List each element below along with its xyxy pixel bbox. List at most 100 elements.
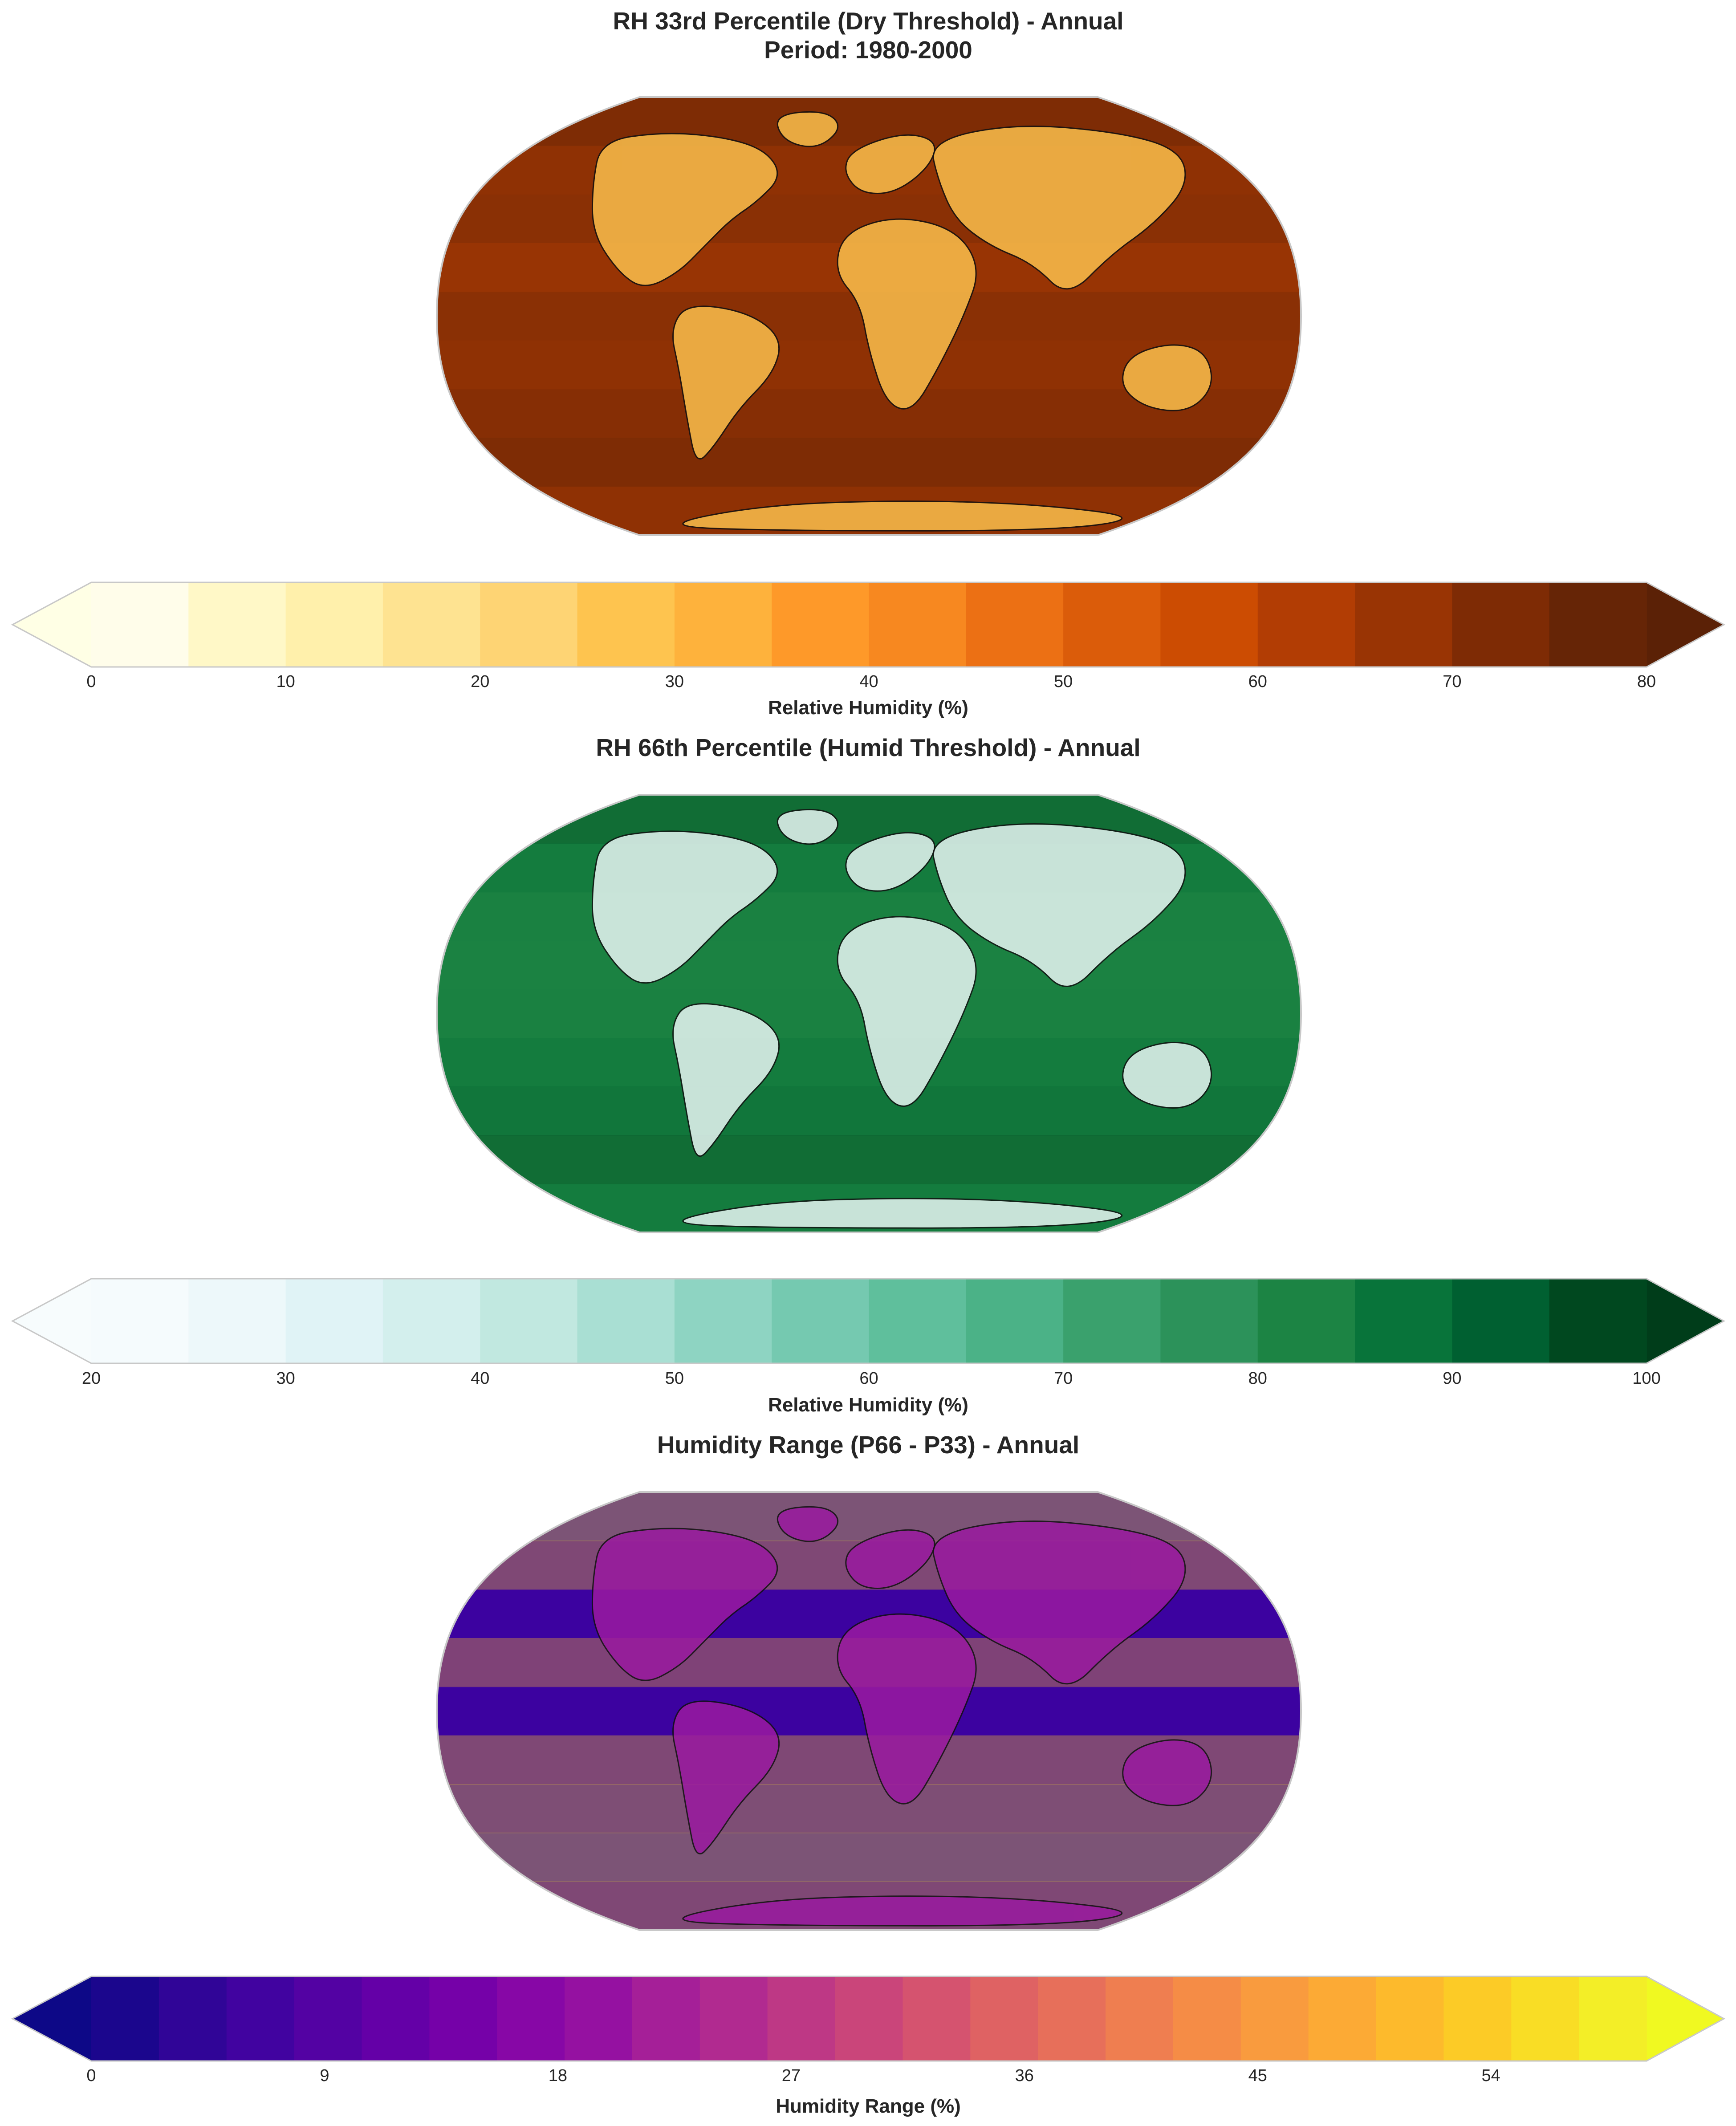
colorbar-segment: [869, 1279, 967, 1363]
panel-2: RH 66th Percentile (Humid Threshold) - A…: [11, 734, 1726, 1416]
colorbar-segment: [429, 1976, 498, 2061]
colorbar-tick-label: 45: [1248, 2066, 1267, 2085]
colorbar-segment: [577, 1279, 675, 1363]
colorbar-segment: [835, 1976, 903, 2061]
continent-africa: [837, 916, 977, 1107]
map-outline: [435, 96, 1302, 536]
colorbar-segment: [285, 582, 383, 667]
map-band: [437, 97, 1301, 146]
colorbar-tick-label: 80: [1637, 672, 1656, 691]
continent-asia: [932, 823, 1186, 987]
colorbar-segment: [1376, 1976, 1444, 2061]
colorbar-segment: [1257, 582, 1355, 667]
colorbar-segment: [674, 1279, 772, 1363]
colorbar-tick-label: 36: [1015, 2066, 1034, 2085]
continent-south-america: [672, 305, 780, 459]
colorbar-segment: [1257, 1279, 1355, 1363]
colorbar-tick-label: 100: [1632, 1369, 1660, 1388]
colorbar-segment: [1452, 582, 1550, 667]
colorbar-segment: [1106, 1976, 1174, 2061]
continent-asia: [932, 1520, 1186, 1685]
panel-2-colorbar: 20 30 40 50 60 70 80 90 100: [11, 1278, 1726, 1388]
colorbar-segment: [188, 1279, 286, 1363]
panel-2-map: [435, 794, 1302, 1233]
map-field-1: [437, 97, 1301, 535]
colorbar-tick-label: 20: [82, 1369, 101, 1388]
colorbar-segment: [632, 1976, 700, 2061]
colorbar-outline: [11, 1976, 1726, 2062]
map-band: [437, 438, 1301, 487]
colorbar-tick-label: 50: [665, 1369, 684, 1388]
colorbar-tick-label: 60: [1248, 672, 1267, 691]
map-field-3: [437, 1492, 1301, 1930]
colorbar-segment: [1240, 1976, 1309, 2061]
colorbar-tick-label: 30: [665, 672, 684, 691]
colorbar-segment: [226, 1976, 295, 2061]
map-band: [437, 1492, 1301, 1541]
panel-1: RH 33rd Percentile (Dry Threshold) - Ann…: [11, 7, 1726, 719]
colorbar-segment: [91, 582, 189, 667]
colorbar-segment: [1063, 1279, 1161, 1363]
panel-1-map: [435, 96, 1302, 536]
colorbar-tick-label: 80: [1248, 1369, 1267, 1388]
panel-3-map: [435, 1491, 1302, 1931]
colorbar-tick-label: 50: [1054, 672, 1073, 691]
colorbar-segment: [1160, 582, 1258, 667]
continent-antarctica: [682, 500, 1123, 532]
colorbar-segment: [966, 1279, 1064, 1363]
colorbar-segment: [1452, 1279, 1550, 1363]
colorbar-tick-label: 18: [549, 2066, 567, 2085]
map-band: [437, 1135, 1301, 1184]
colorbar-tick-label: 40: [859, 672, 878, 691]
colorbar-segment: [767, 1976, 836, 2061]
colorbar-segment: [497, 1976, 565, 2061]
colorbar-segment: [1160, 1279, 1258, 1363]
colorbar-segment: [294, 1976, 362, 2061]
continent-north-america: [591, 1528, 778, 1681]
continent-south-america: [672, 1003, 780, 1157]
colorbar-segment: [772, 1279, 870, 1363]
colorbar-segment: [1443, 1976, 1512, 2061]
colorbar-segment: [1063, 582, 1161, 667]
colorbar-extend-min: [12, 1976, 91, 2061]
colorbar-segment: [772, 582, 870, 667]
continent-antarctica: [682, 1198, 1123, 1229]
colorbar-segment: [1308, 1976, 1377, 2061]
panel-1-title: RH 33rd Percentile (Dry Threshold) - Ann…: [613, 7, 1123, 35]
colorbar-outline: [11, 581, 1726, 668]
colorbar-segment: [285, 1279, 383, 1363]
colorbar-segment: [674, 582, 772, 667]
colorbar-segment: [577, 582, 675, 667]
continent-australia: [1122, 1041, 1212, 1109]
colorbar-extend-min: [12, 582, 91, 667]
map-outline: [435, 1491, 1302, 1931]
colorbar-extend-max: [1647, 582, 1724, 667]
colorbar-segment: [970, 1976, 1038, 2061]
continent-north-america: [591, 830, 778, 984]
map-band: [437, 1833, 1301, 1882]
continent-asia: [932, 126, 1186, 290]
colorbar-tick-label: 40: [471, 1369, 489, 1388]
colorbar-segment: [903, 1976, 971, 2061]
panel-1-colorbar: 0 10 20 30 40 50 60 70 80: [11, 581, 1726, 691]
colorbar-tick-label: 54: [1482, 2066, 1500, 2085]
colorbar-extend-max: [1647, 1976, 1724, 2061]
map-field-2: [437, 795, 1301, 1232]
continent-europe: [845, 134, 935, 195]
colorbar-segment: [382, 582, 481, 667]
colorbar-tick-label: 9: [320, 2066, 329, 2085]
colorbar-segment: [91, 1279, 189, 1363]
colorbar-segment: [699, 1976, 768, 2061]
colorbar-tick-label: 70: [1054, 1369, 1073, 1388]
panel-2-colorbar-label: Relative Humidity (%): [768, 1394, 968, 1416]
colorbar-segment: [91, 1976, 159, 2061]
colorbar-segment: [1173, 1976, 1241, 2061]
colorbar-segment: [1549, 1279, 1647, 1363]
colorbar-tick-label: 27: [782, 2066, 801, 2085]
colorbar-segment: [966, 582, 1064, 667]
panel-3-title: Humidity Range (P66 - P33) - Annual: [657, 1431, 1079, 1459]
colorbar-segment: [382, 1279, 481, 1363]
panel-3-colorbar-label: Humidity Range (%): [776, 2095, 961, 2117]
colorbar-tick-label: 70: [1443, 672, 1461, 691]
